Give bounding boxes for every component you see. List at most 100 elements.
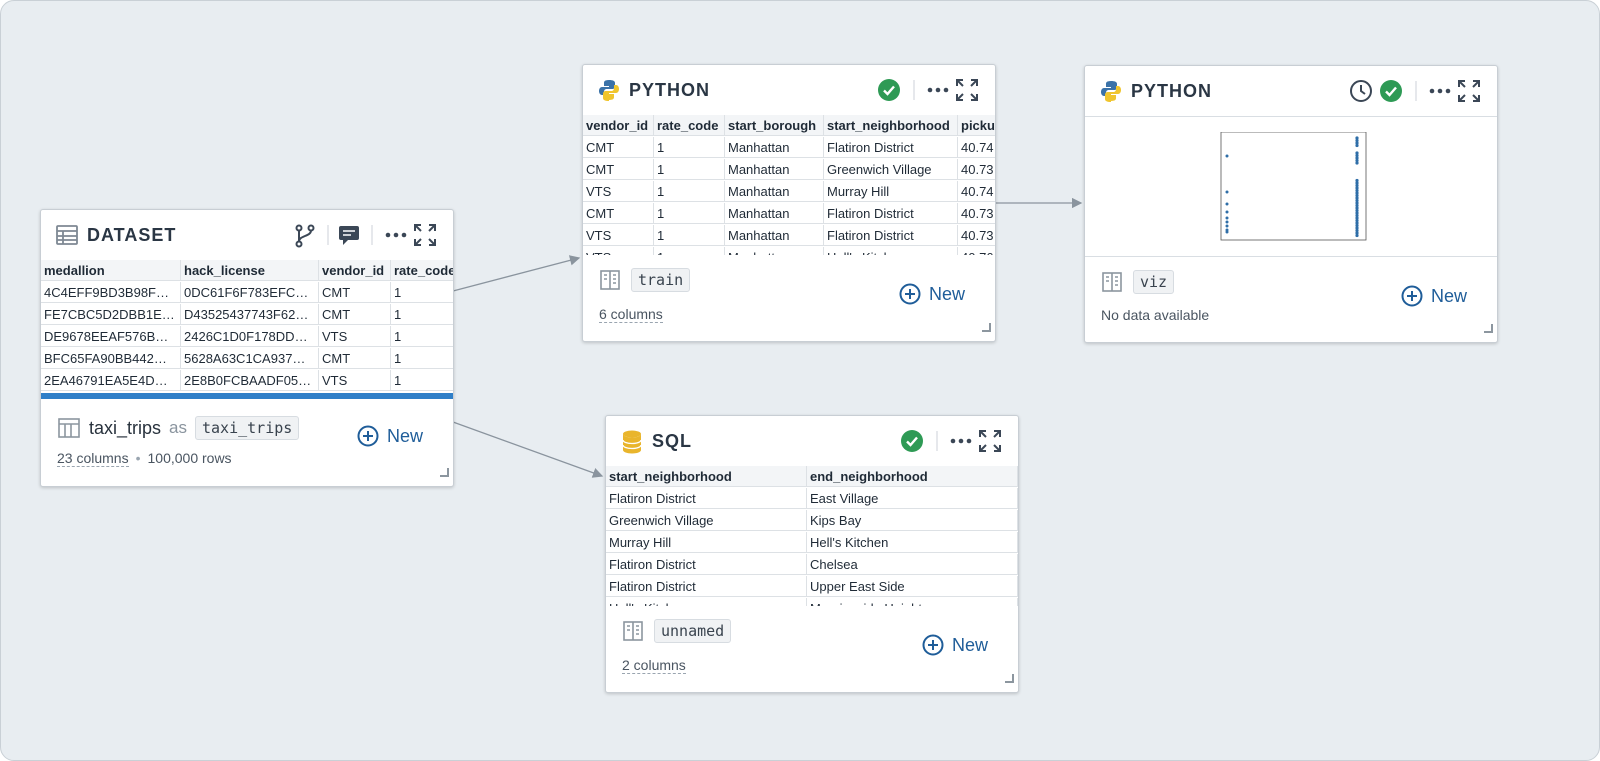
icon-shape	[1355, 233, 1359, 238]
expand-icon[interactable]	[978, 429, 1002, 458]
table-cell: VTS	[583, 247, 654, 255]
table-cell: Flatiron District	[606, 488, 807, 509]
icon-shape	[57, 230, 77, 244]
table-cell: VTS	[583, 181, 654, 202]
table-header-row: vendor_id rate_code start_borough start_nei…	[583, 115, 995, 137]
table-cell: Morningside Heights	[807, 598, 1018, 606]
icon-shape	[966, 438, 972, 444]
icon-shape	[401, 232, 407, 238]
icon-shape	[1380, 80, 1402, 102]
more-menu[interactable]	[925, 78, 951, 107]
card-header: PYTHON	[1085, 66, 1497, 117]
connector	[452, 421, 604, 478]
new-button[interactable]: New	[899, 283, 965, 305]
table-cell: CMT	[319, 348, 391, 369]
table-row: 2EA46791EA5E4D… 2E8B0FCBAADF05… VTS 1	[41, 370, 453, 392]
table-cell: 5628A63C1CA937…	[181, 348, 319, 369]
new-button[interactable]: New	[1401, 285, 1467, 307]
icon-shape	[1225, 154, 1229, 158]
icon-shape	[1484, 324, 1493, 333]
new-label[interactable]: New	[928, 283, 965, 304]
icon-shape	[950, 438, 972, 444]
preview-table: start_neighborhood end_neighborhood Flatir…	[606, 466, 1018, 606]
expand-icon[interactable]	[1457, 79, 1481, 108]
column-header: vendor_id	[583, 115, 654, 136]
node-icon	[597, 78, 621, 107]
resize-handle	[439, 464, 449, 482]
icon-shape	[958, 438, 964, 444]
new-button[interactable]: New	[357, 425, 423, 447]
output-chip: unnamed	[654, 619, 732, 643]
icon-shape	[307, 224, 315, 232]
icon-shape	[295, 240, 303, 248]
preview-table: medallion hack_license vendor_id rate_code 4…	[41, 260, 453, 393]
table-cell: Murray Hill	[824, 181, 958, 202]
table-cell: 1	[654, 159, 725, 180]
icon-shape	[1355, 188, 1359, 193]
table-cell: 1	[391, 326, 453, 347]
table-cell: CMT	[583, 137, 654, 158]
icon-shape	[1355, 206, 1359, 210]
table-cell: Upper East Side	[807, 576, 1018, 597]
icon-shape	[1445, 88, 1451, 94]
icon-shape	[904, 289, 915, 299]
icon-shape	[1105, 86, 1121, 102]
table-row: Flatiron District Chelsea	[606, 554, 1018, 576]
table-cell: CMT	[583, 159, 654, 180]
new-label[interactable]: New	[951, 634, 988, 655]
icon-shape	[1355, 193, 1359, 198]
icon-shape	[1225, 230, 1229, 234]
icon-shape	[883, 85, 895, 96]
icon-shape	[327, 225, 329, 245]
icon-shape	[371, 225, 373, 245]
icon-shape	[440, 468, 449, 477]
column-header: medallion	[41, 260, 181, 281]
icon-shape	[1355, 223, 1359, 228]
table-cell: D43525437743F62…	[181, 304, 319, 325]
column-header: vendor_id	[319, 260, 391, 281]
output-stats: 2 columns	[622, 657, 686, 674]
icon-shape	[1355, 178, 1359, 183]
icon-shape	[1355, 156, 1359, 160]
table-cell: Flatiron District	[824, 203, 958, 224]
new-button[interactable]: New	[922, 634, 988, 656]
table-cell: Manhattan	[725, 203, 824, 224]
table-cell: Flatiron District	[606, 576, 807, 597]
icon-shape	[1401, 285, 1423, 307]
node-icon	[1099, 79, 1123, 108]
column-header: start_neighborhood	[824, 115, 958, 136]
icon-shape	[1355, 143, 1359, 148]
more-menu[interactable]	[383, 223, 409, 252]
table-cell: 1	[654, 225, 725, 246]
more-menu[interactable]	[1427, 79, 1453, 108]
branch-icon[interactable]	[293, 223, 317, 254]
icon-shape	[936, 431, 938, 451]
new-label[interactable]: New	[1430, 285, 1467, 306]
divider	[936, 429, 938, 458]
comments-icon[interactable]	[337, 223, 361, 252]
icon-shape	[901, 430, 923, 452]
plot-divider	[1085, 256, 1497, 257]
expand-icon[interactable]	[955, 78, 979, 107]
table-cell: 40.74	[958, 181, 995, 202]
more-menu[interactable]	[948, 429, 974, 458]
column-count: 2 columns	[622, 657, 686, 674]
icon-shape	[1355, 216, 1359, 220]
node-kind: DATASET	[87, 225, 177, 245]
table-row: BFC65FA90BB442… 5628A63C1CA937… CMT 1	[41, 348, 453, 370]
icon-shape	[956, 79, 978, 101]
icon-shape	[295, 224, 303, 232]
table-cell: 40.74	[958, 137, 995, 158]
table-cell: 1	[391, 282, 453, 303]
node-card: PYTHON vendor_id rate_code start_borough sta…	[582, 64, 996, 342]
table-cell: 2EA46791EA5E4D…	[41, 370, 181, 391]
table-row: VTS 1 Manhattan Murray Hill 40.74	[583, 181, 995, 203]
table-cell: Greenwich Village	[606, 510, 807, 531]
node-kind: PYTHON	[629, 80, 711, 100]
expand-icon[interactable]	[413, 223, 437, 252]
icon-shape	[1225, 216, 1229, 220]
table-cell: 1	[391, 304, 453, 325]
table-row: VTS 1 Manhattan Flatiron District 40.73	[583, 225, 995, 247]
icon-shape	[295, 224, 315, 248]
new-label[interactable]: New	[386, 425, 423, 446]
